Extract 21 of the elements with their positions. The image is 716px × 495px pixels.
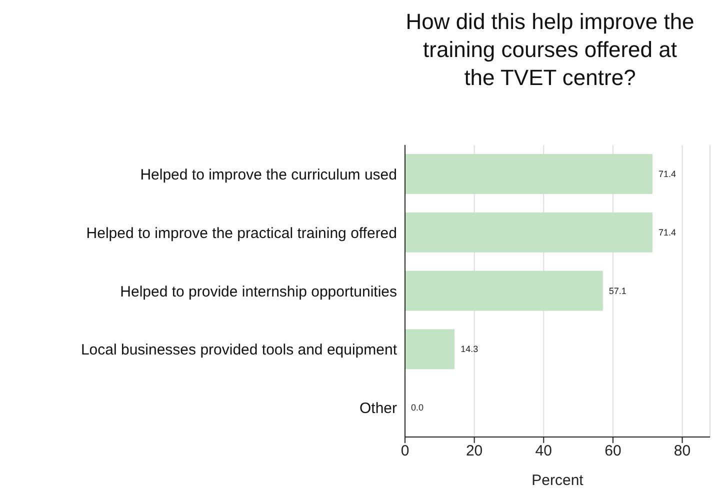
data-label: 71.4	[658, 169, 676, 179]
chart-title: How did this help improve the training courses offered at the TVET centre?	[405, 8, 695, 92]
y-tick-label: Helped to improve the practical training offered	[86, 224, 397, 242]
data-label: 57.1	[608, 286, 626, 296]
bar	[405, 154, 652, 194]
x-tick-label: 20	[466, 442, 483, 460]
x-tick-label: 60	[604, 442, 622, 460]
y-tick-label: Other	[359, 400, 398, 418]
data-label: 14.3	[460, 344, 478, 354]
x-tick-label: 80	[674, 442, 691, 460]
bar	[405, 329, 455, 370]
x-axis-title: Percent	[532, 472, 584, 489]
y-tick-label: Local businesses provided tools and equipment	[80, 342, 398, 359]
bar	[405, 212, 652, 252]
y-tick-label: Helped to provide internship opportunities	[120, 283, 397, 300]
data-label: 0.0	[411, 402, 424, 413]
data-label: 71.4	[658, 227, 676, 238]
bar	[405, 270, 603, 311]
x-tick-label: 0	[400, 442, 410, 460]
x-tick-label: 40	[535, 442, 552, 460]
y-tick-label: Helped to improve the curriculum used	[140, 166, 397, 184]
